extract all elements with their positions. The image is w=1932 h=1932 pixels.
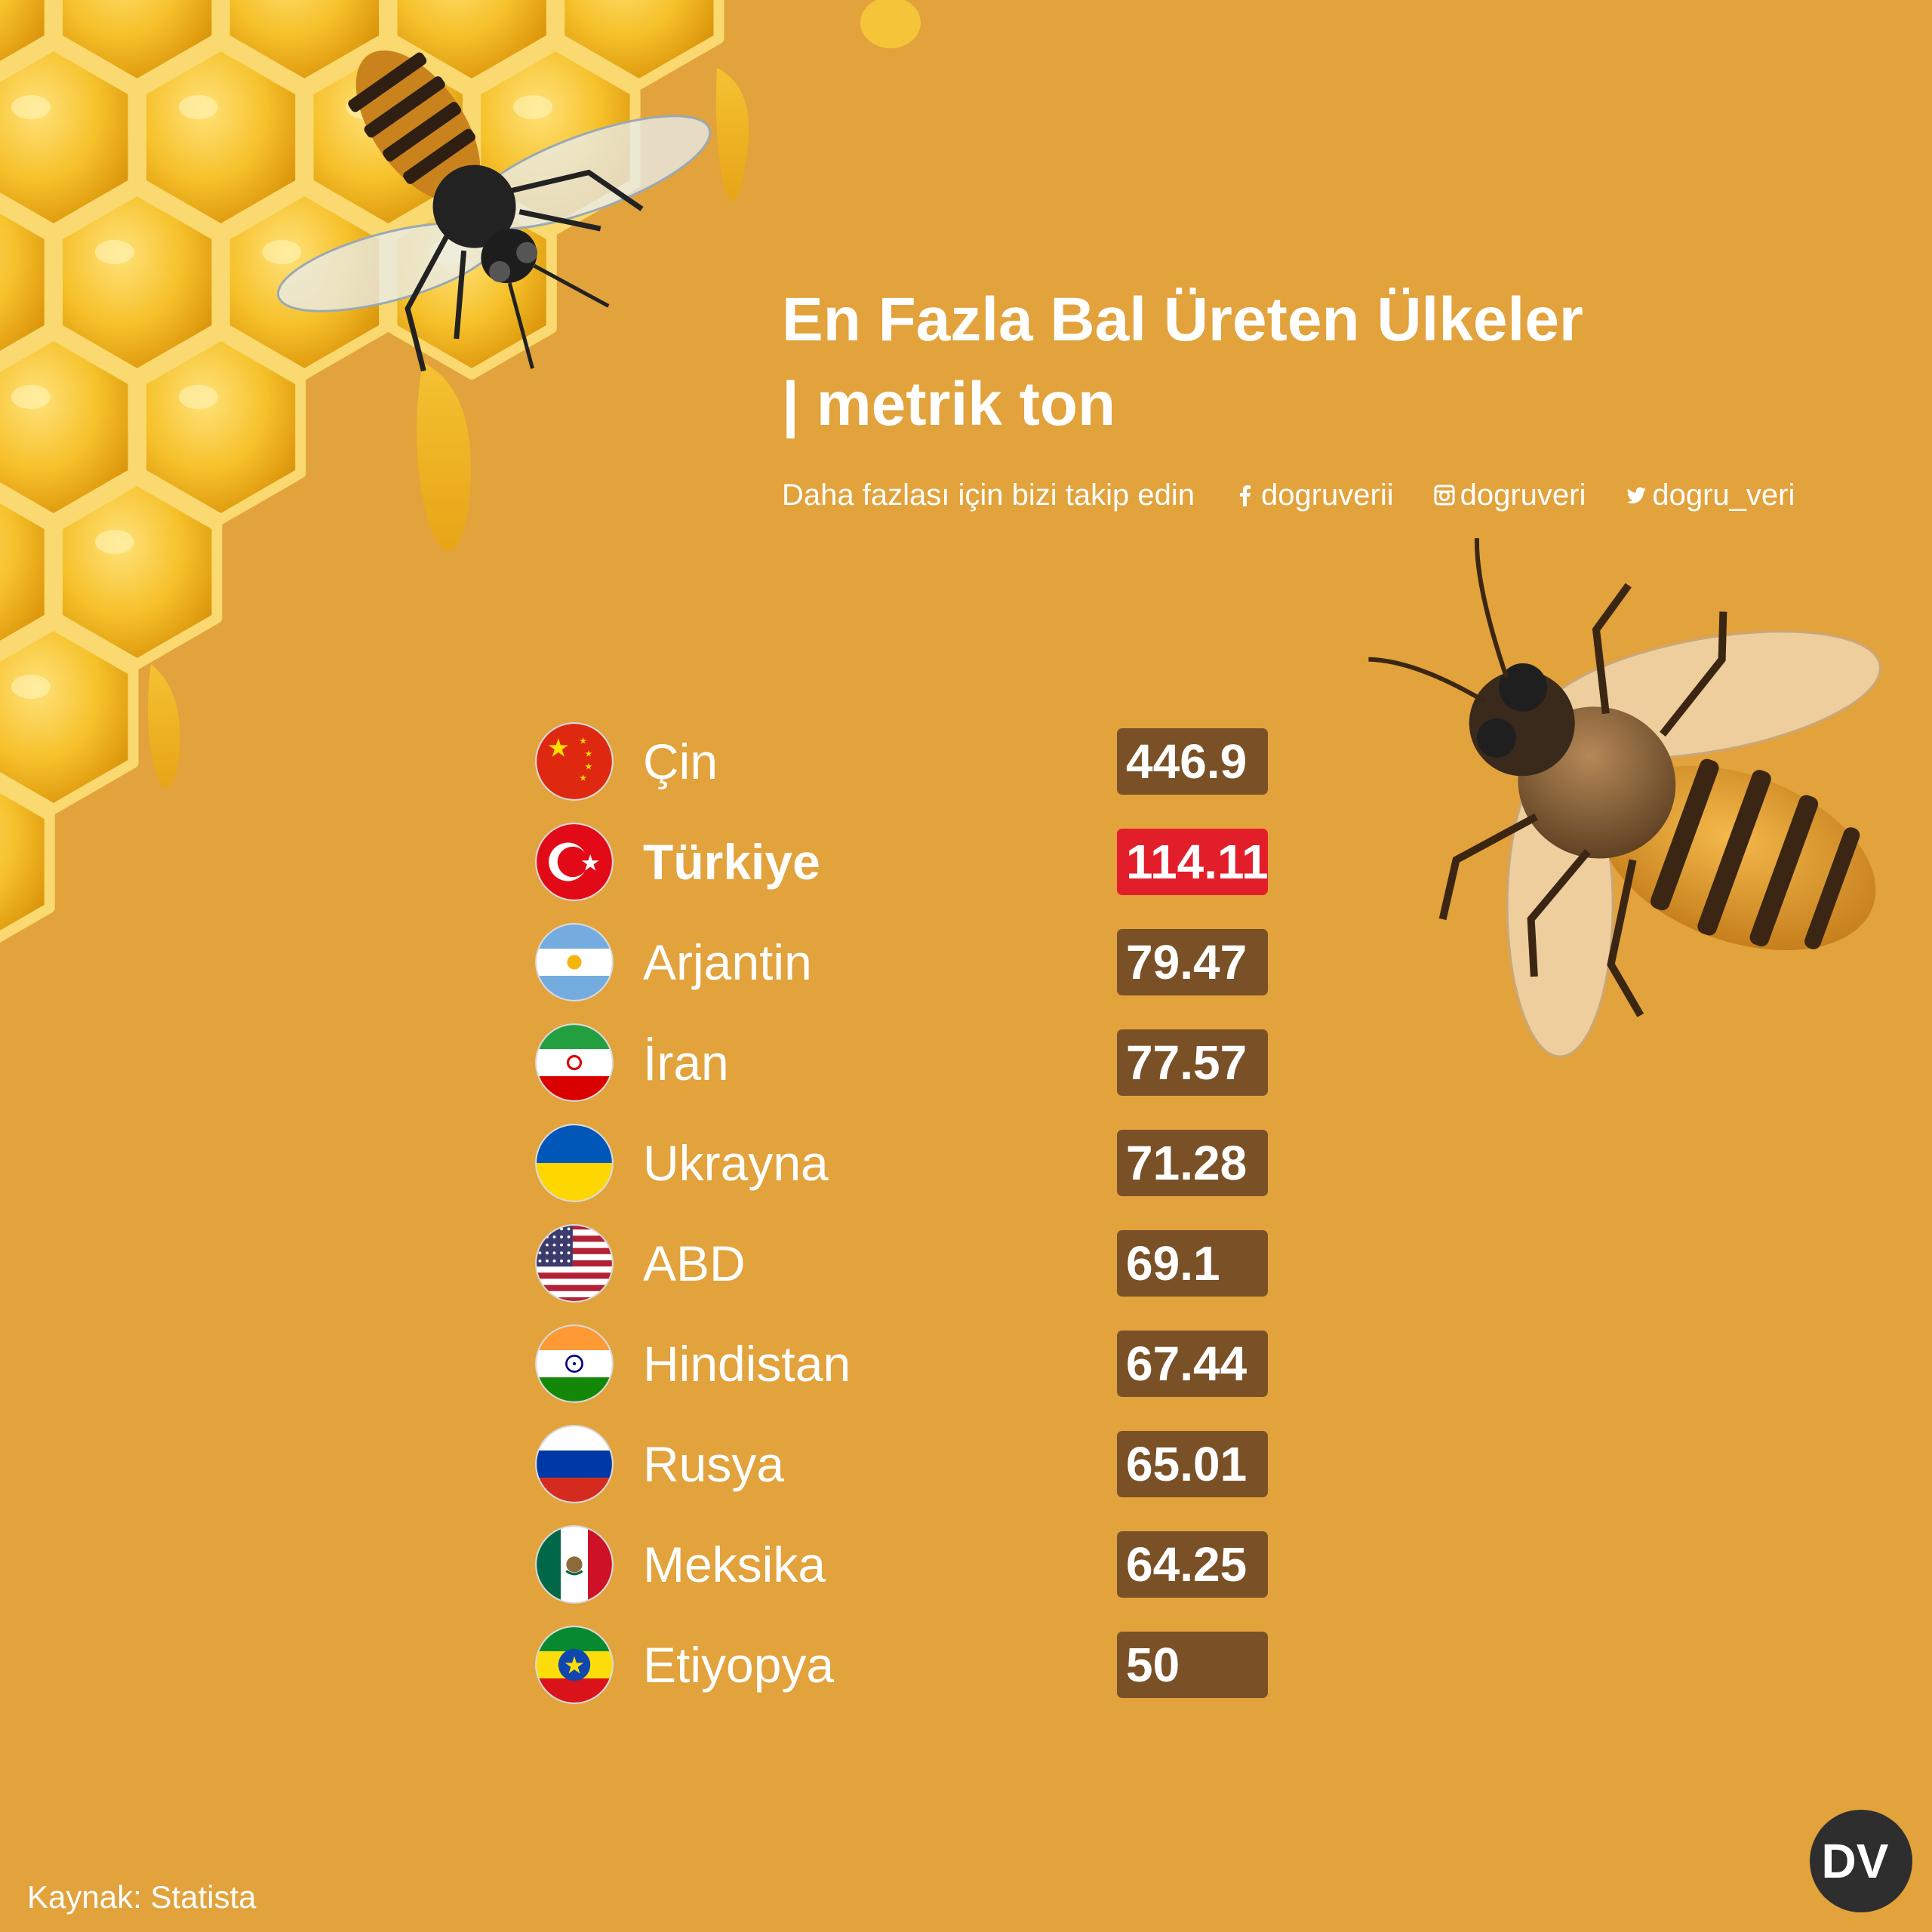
- table-row: ★ Türkiye 114.11: [528, 820, 1283, 903]
- table-row: Rusya 65.01: [528, 1423, 1283, 1506]
- value-label: 69.1: [1117, 1230, 1268, 1297]
- facebook-handle: dogruverii: [1260, 478, 1394, 512]
- country-name: Ukrayna: [643, 1135, 829, 1191]
- ethiopia-flag-icon: ★: [535, 1626, 614, 1704]
- instagram-icon: [1434, 485, 1455, 506]
- country-name: Meksika: [643, 1537, 826, 1592]
- country-name: ABD: [643, 1235, 746, 1291]
- india-flag-icon: [535, 1324, 614, 1403]
- country-name: İran: [643, 1035, 729, 1091]
- ukraine-flag-icon: [535, 1124, 614, 1202]
- value-label: 114.11: [1117, 829, 1269, 895]
- facebook-icon: [1239, 485, 1251, 506]
- country-name: Hindistan: [643, 1336, 851, 1392]
- social-follow-bar: Daha fazlası için bizi takip edin dogruv…: [782, 474, 1834, 516]
- value-label: 67.44: [1117, 1331, 1268, 1397]
- table-row: ★ Etiyopya 50: [528, 1623, 1283, 1706]
- svg-text:★: ★: [585, 762, 592, 772]
- country-name: Etiyopya: [643, 1637, 835, 1693]
- country-name: Türkiye: [643, 834, 820, 890]
- follow-text: Daha fazlası için bizi takip edin: [782, 478, 1195, 512]
- table-row: ★ ★ ★ ★ ★ Çin 446.9: [528, 720, 1283, 803]
- iran-flag-icon: [535, 1023, 614, 1102]
- svg-text:★: ★: [564, 1652, 586, 1679]
- country-name: Çin: [643, 734, 718, 789]
- chart-title: En Fazla Bal Üreten Ülkeler | metrik ton: [782, 278, 1687, 447]
- value-label: 50: [1117, 1632, 1268, 1698]
- russia-flag-icon: [535, 1425, 614, 1503]
- svg-text:★: ★: [547, 734, 570, 763]
- table-row: Arjantin 79.47: [528, 921, 1283, 1004]
- country-name: Arjantin: [643, 934, 812, 990]
- svg-text:★: ★: [579, 773, 586, 783]
- logo-text: DV: [1822, 1834, 1889, 1888]
- bee-right-icon: [1368, 537, 1881, 1058]
- table-row: Hindistan 67.44: [528, 1322, 1283, 1405]
- social-facebook[interactable]: dogruverii: [1234, 478, 1394, 512]
- title-line-1: En Fazla Bal Üreten Ülkeler: [782, 285, 1583, 354]
- value-label: 71.28: [1117, 1130, 1268, 1196]
- value-label: 79.47: [1117, 929, 1268, 995]
- social-instagram[interactable]: dogruveri: [1433, 478, 1586, 512]
- argentina-flag-icon: [535, 923, 614, 1001]
- value-label: 77.57: [1117, 1029, 1268, 1096]
- china-flag-icon: ★ ★★★★: [535, 722, 614, 801]
- source-text: Kaynak: Statista: [27, 1879, 257, 1915]
- table-row: Meksika 64.25: [528, 1523, 1283, 1606]
- bee-top-icon: [276, 50, 712, 372]
- twitter-icon: [1626, 487, 1647, 504]
- honey-drips: [148, 0, 921, 789]
- mexico-flag-icon: [535, 1525, 614, 1604]
- dv-logo-icon: DV: [1810, 1810, 1912, 1912]
- turkey-flag-icon: ★: [535, 823, 614, 901]
- value-label: 446.9: [1117, 728, 1268, 795]
- table-row: İran 77.57: [528, 1021, 1283, 1104]
- social-twitter[interactable]: dogru_veri: [1625, 478, 1795, 512]
- value-label: 64.25: [1117, 1531, 1268, 1598]
- svg-text:★: ★: [580, 851, 601, 876]
- country-name: Rusya: [643, 1436, 785, 1492]
- table-row: ABD 69.1: [528, 1222, 1283, 1305]
- title-line-2: | metrik ton: [782, 370, 1116, 438]
- value-label: 65.01: [1117, 1431, 1268, 1497]
- usa-flag-icon: [535, 1224, 614, 1303]
- svg-text:★: ★: [579, 737, 586, 746]
- table-row: Ukrayna 71.28: [528, 1121, 1283, 1204]
- twitter-handle: dogru_veri: [1652, 478, 1795, 512]
- instagram-handle: dogruveri: [1460, 478, 1586, 512]
- svg-text:★: ★: [585, 749, 592, 759]
